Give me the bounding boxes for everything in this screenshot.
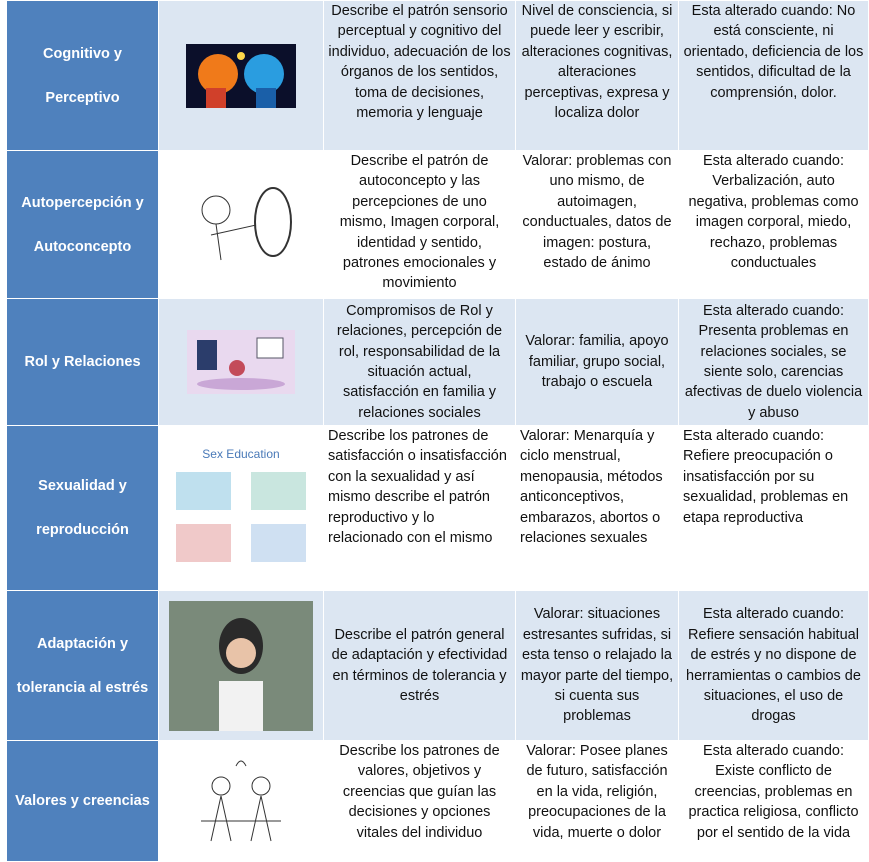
table-row: Valores y creencias Describe los patrones… bbox=[6, 740, 869, 862]
altered-cell: Esta alterado cuando: Refiere sensación … bbox=[678, 590, 869, 741]
brain-image bbox=[186, 43, 296, 108]
assessment-cell: Valorar: Menarquía y ciclo menstrual, me… bbox=[515, 425, 679, 591]
altered-cell: Esta alterado cuando: Existe conflicto d… bbox=[678, 740, 869, 862]
pattern-label: Sexualidad y reproducción bbox=[6, 425, 159, 591]
pattern-label: Autopercepción y Autoconcepto bbox=[6, 150, 159, 299]
pattern-image bbox=[158, 740, 324, 862]
pattern-label: Adaptación y tolerancia al estrés bbox=[6, 590, 159, 741]
pattern-image bbox=[158, 150, 324, 299]
table-row: Rol y Relaciones Compromisos de Rol y rel… bbox=[6, 298, 869, 426]
description-cell: Compromisos de Rol y relaciones, percepc… bbox=[323, 298, 516, 426]
assessment-cell: Valorar: Posee planes de futuro, satisfa… bbox=[515, 740, 679, 862]
image-caption: Sex Education bbox=[202, 447, 279, 461]
table-row: Cognitivo y Perceptivo Describe el patrón… bbox=[6, 0, 869, 151]
table-row: Sexualidad y reproducción Sex Education De… bbox=[6, 425, 869, 591]
patterns-table: Cognitivo y Perceptivo Describe el patrón… bbox=[6, 0, 869, 862]
description-cell: Describe el patrón sensorio perceptual y… bbox=[323, 0, 516, 151]
stress-image bbox=[169, 600, 313, 731]
table-row: Autopercepción y Autoconcepto Describe el… bbox=[6, 150, 869, 299]
assessment-cell: Valorar: situaciones estresantes sufrida… bbox=[515, 590, 679, 741]
pattern-image: Sex Education bbox=[158, 425, 324, 591]
pattern-label: Valores y creencias bbox=[6, 740, 159, 862]
assessment-cell: Valorar: problemas con uno mismo, de aut… bbox=[515, 150, 679, 299]
description-cell: Describe el patrón general de adaptación… bbox=[323, 590, 516, 741]
assessment-cell: Valorar: familia, apoyo familiar, grupo … bbox=[515, 298, 679, 426]
beliefs-image bbox=[191, 751, 291, 851]
pattern-image bbox=[158, 298, 324, 426]
sex-education-image: Sex Education bbox=[166, 444, 316, 572]
mirror-image bbox=[181, 179, 301, 270]
relations-image bbox=[187, 330, 295, 394]
pattern-label: Cognitivo y Perceptivo bbox=[6, 0, 159, 151]
pattern-label: Rol y Relaciones bbox=[6, 298, 159, 426]
table-body: Cognitivo y Perceptivo Describe el patrón… bbox=[6, 0, 869, 862]
description-cell: Describe el patrón de autoconcepto y las… bbox=[323, 150, 516, 299]
altered-cell: Esta alterado cuando: Verbalización, aut… bbox=[678, 150, 869, 299]
description-cell: Describe los patrones de satisfacción o … bbox=[323, 425, 516, 591]
altered-cell: Esta alterado cuando: Refiere preocupaci… bbox=[678, 425, 869, 591]
assessment-cell: Nivel de consciencia, si puede leer y es… bbox=[515, 0, 679, 151]
pattern-image bbox=[158, 0, 324, 151]
description-cell: Describe los patrones de valores, objeti… bbox=[323, 740, 516, 862]
altered-cell: Esta alterado cuando: No está consciente… bbox=[678, 0, 869, 151]
pattern-image bbox=[158, 590, 324, 741]
altered-cell: Esta alterado cuando: Presenta problemas… bbox=[678, 298, 869, 426]
table-row: Adaptación y tolerancia al estrés Describ… bbox=[6, 590, 869, 741]
